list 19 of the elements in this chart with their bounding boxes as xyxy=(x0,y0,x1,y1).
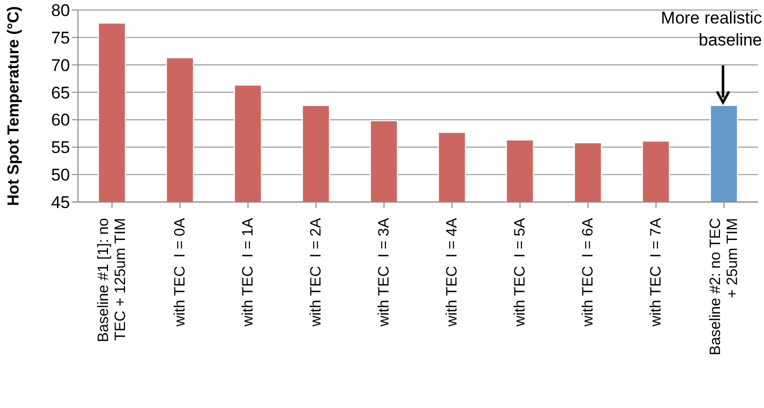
y-tick-label: 60 xyxy=(51,110,70,130)
x-tick-label: with TEC I = 0A xyxy=(172,218,188,328)
y-tick-label: 70 xyxy=(51,56,70,75)
y-tick-label: 50 xyxy=(51,166,70,185)
y-axis-title: Hot Spot Temperature (°C) xyxy=(6,6,23,206)
y-tick-label: 65 xyxy=(51,83,70,102)
x-tick-label: with TEC I = 6A xyxy=(580,218,596,328)
y-tick-label: 75 xyxy=(51,28,70,48)
x-tick-label: with TEC I = 7A xyxy=(648,218,664,328)
annotation: More realistic baseline xyxy=(660,8,762,50)
y-tick-label: 45 xyxy=(51,193,70,212)
x-tick-label: with TEC I = 2A xyxy=(308,218,324,328)
x-tick-label: with TEC I = 4A xyxy=(444,218,460,328)
y-tick-label: 55 xyxy=(51,138,70,158)
x-tick-label: with TEC I = 5A xyxy=(512,218,528,328)
x-tick-label: Baseline #1 [1]: no TEC + 125um TIM xyxy=(95,218,129,342)
x-tick-label: with TEC I = 1A xyxy=(240,218,256,328)
y-tick-label: 80 xyxy=(51,1,70,20)
x-tick-label: with TEC I = 3A xyxy=(376,218,392,328)
